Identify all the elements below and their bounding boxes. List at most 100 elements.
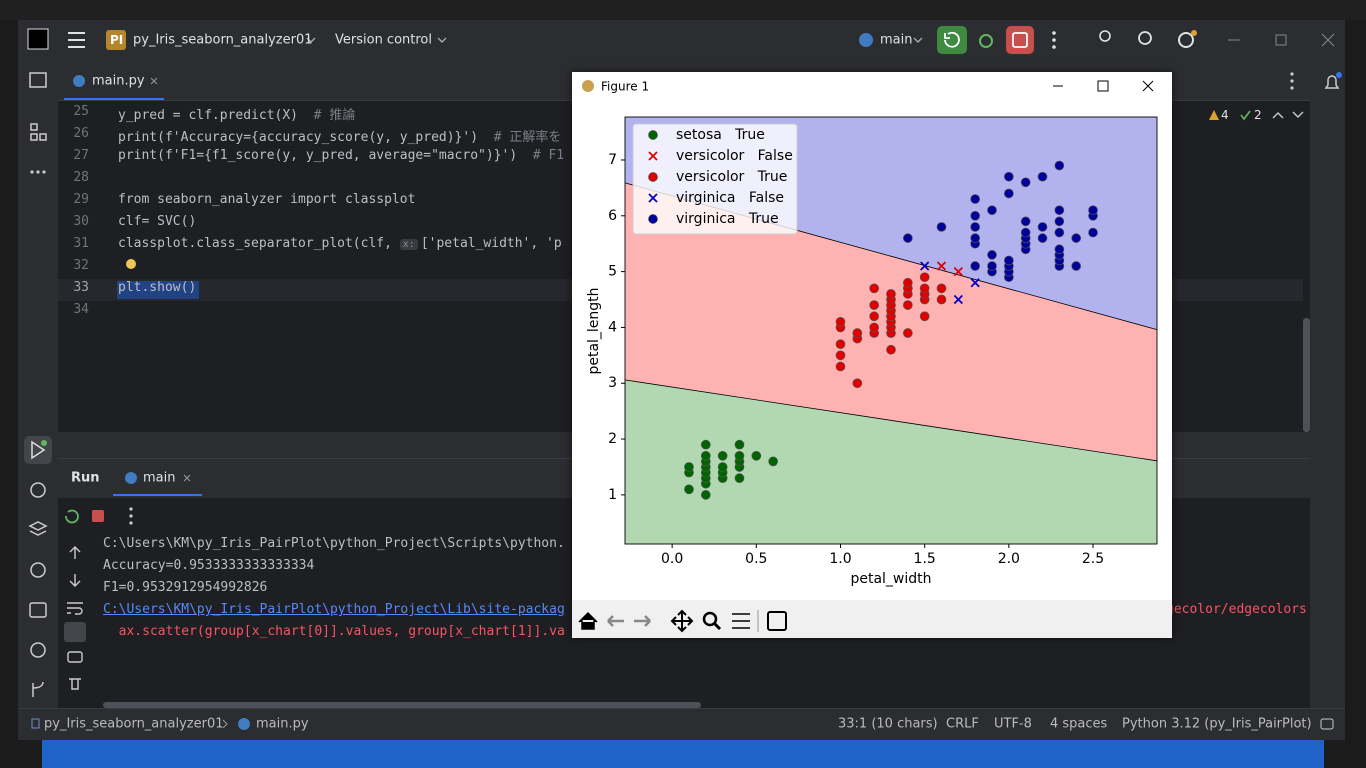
chevron[interactable] <box>913 37 923 43</box>
chevron[interactable] <box>306 37 316 43</box>
status-line-separator[interactable]: CRLF <box>946 716 979 732</box>
account-button[interactable] <box>1099 30 1111 42</box>
code-text: y_pred = clf.predict(X) <box>118 108 314 123</box>
more-button[interactable] <box>1052 31 1056 49</box>
packages-tool[interactable] <box>28 521 48 536</box>
app-logo[interactable] <box>27 28 49 50</box>
vcs-menu[interactable]: Version control <box>335 32 432 48</box>
line-number: 33 <box>73 280 89 295</box>
point <box>1020 216 1031 227</box>
x-tick-label: 2.5 <box>1082 551 1104 567</box>
figure-titlebar <box>572 72 1172 100</box>
notifications[interactable] <box>1324 75 1340 89</box>
python-console-tool[interactable] <box>30 482 46 498</box>
scroll-down[interactable] <box>69 574 81 587</box>
tab-close[interactable] <box>150 77 158 85</box>
status-encoding[interactable]: UTF-8 <box>994 716 1032 732</box>
file-icon <box>238 718 250 730</box>
code-text: print(f'F1={f1_score(y, y_pred, average=… <box>118 148 533 163</box>
point <box>835 339 846 350</box>
point-x <box>936 261 947 271</box>
lock-icon[interactable] <box>1320 718 1334 730</box>
project-name[interactable]: py_Iris_seaborn_analyzer01 <box>133 32 313 48</box>
scroll-up[interactable] <box>69 546 81 559</box>
stop-button[interactable] <box>1006 26 1034 54</box>
scroll-to-end-active[interactable] <box>64 622 86 642</box>
point <box>970 233 981 243</box>
x-tick-label: 0.0 <box>661 551 683 567</box>
point <box>936 283 947 294</box>
plot-frame <box>624 116 1158 545</box>
editor-tab[interactable]: main.py <box>92 73 145 89</box>
configure-button[interactable] <box>732 613 750 629</box>
point <box>700 439 711 450</box>
status-file[interactable]: main.py <box>256 716 309 732</box>
problems-tool[interactable] <box>30 642 46 658</box>
y-tick-label: 2 <box>608 431 617 447</box>
figure-maximize[interactable] <box>1097 80 1109 92</box>
check-count[interactable]: 2 <box>1254 108 1262 122</box>
point <box>1054 227 1065 238</box>
status-project[interactable]: py_Iris_seaborn_analyzer01 <box>44 716 224 732</box>
run-tab-close[interactable] <box>183 474 191 482</box>
status-interpreter[interactable]: Python 3.12 (py_Iris_PairPlot) <box>1122 716 1312 732</box>
settings-button[interactable] <box>1178 32 1194 48</box>
point <box>700 490 711 500</box>
zoom-button[interactable] <box>702 611 718 627</box>
status-indent[interactable]: 4 spaces <box>1050 716 1108 732</box>
search-button[interactable] <box>1138 31 1152 45</box>
point <box>1003 255 1014 266</box>
project-tool[interactable] <box>29 72 47 88</box>
status-position[interactable]: 33:1 (10 chars) <box>838 716 938 732</box>
console-link[interactable]: C:\Users\KM\py_Iris_PairPlot\python_Proj… <box>103 602 565 617</box>
y-tick-label: 7 <box>608 152 617 168</box>
pan-button[interactable] <box>670 609 694 633</box>
run-tool-active[interactable] <box>24 436 52 464</box>
figure-window: Figure 1 petal_width petal_length 0.0 0.5… <box>572 72 1172 638</box>
branch[interactable]: main <box>880 32 913 48</box>
code-text: from seaborn_analyzer import classplot <box>118 192 416 207</box>
maximize-button[interactable] <box>1275 34 1287 46</box>
navigate-problems[interactable] <box>1272 111 1304 119</box>
debug-button[interactable] <box>979 34 993 48</box>
services-tool[interactable] <box>30 562 46 578</box>
code-text: plt.show() <box>118 280 197 295</box>
save-button[interactable] <box>767 611 787 631</box>
code-text: clf= SVC() <box>118 214 197 229</box>
point <box>1037 233 1048 243</box>
close-button[interactable] <box>1321 33 1335 47</box>
rerun-button[interactable] <box>937 26 967 54</box>
point <box>886 289 896 299</box>
back-button[interactable] <box>607 615 624 627</box>
x-axis-label: petal_width <box>850 571 931 587</box>
clear-console[interactable] <box>69 678 81 690</box>
editor-more[interactable] <box>1290 72 1294 90</box>
intention-bulb[interactable] <box>126 259 136 269</box>
point <box>970 261 981 271</box>
tab-indicator <box>64 98 164 100</box>
print[interactable] <box>67 651 83 663</box>
code-line: print(f'Accuracy={accuracy_score(y, y_pr… <box>118 126 561 145</box>
soft-wrap[interactable] <box>67 602 83 615</box>
terminal-tool[interactable] <box>29 602 47 618</box>
figure-close[interactable] <box>1142 80 1154 92</box>
main-menu[interactable] <box>68 32 85 48</box>
point <box>1003 188 1014 199</box>
forward-button[interactable] <box>634 615 651 627</box>
line-number: 30 <box>73 214 89 229</box>
rerun-console[interactable] <box>65 509 79 524</box>
console-more[interactable] <box>129 507 133 525</box>
git-tool[interactable] <box>32 681 44 697</box>
update-dot <box>1191 30 1197 36</box>
run-tab[interactable]: main <box>143 470 176 486</box>
structure-tool[interactable] <box>30 123 47 141</box>
warning-count[interactable]: 4 <box>1221 108 1229 122</box>
chevron[interactable] <box>437 37 447 43</box>
more-tools[interactable] <box>30 170 46 174</box>
check-icon[interactable] <box>1240 110 1251 121</box>
home-button[interactable] <box>578 611 598 630</box>
warning-icon[interactable] <box>1209 110 1219 120</box>
stop-console[interactable] <box>92 510 104 522</box>
legend-label: virginica True <box>676 211 779 227</box>
point <box>869 322 880 333</box>
